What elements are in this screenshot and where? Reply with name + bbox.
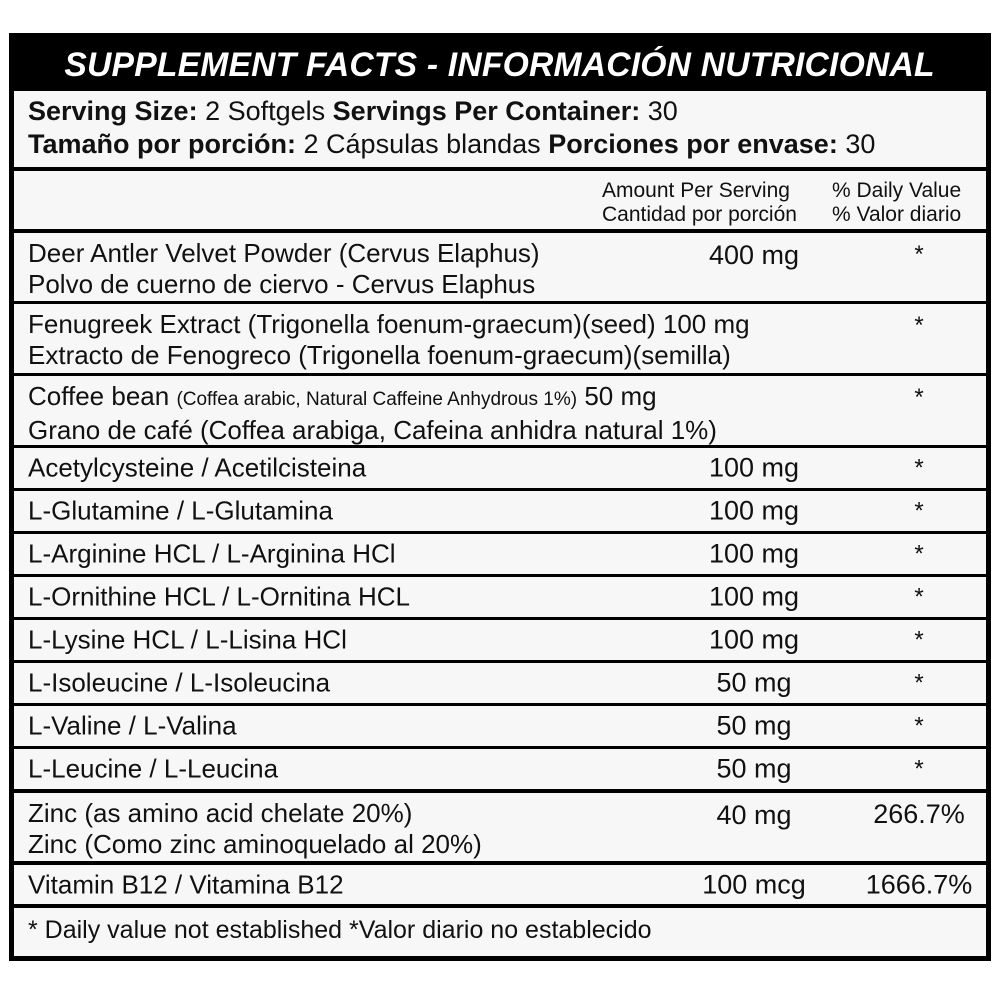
- servings-per-container-value-es: 30: [845, 129, 876, 159]
- daily-value-footnote: * Daily value not established *Valor dia…: [14, 904, 986, 952]
- table-row: L-Glutamine / L-Glutamina 100 mg *: [14, 488, 986, 531]
- ingredient-name-en-line: Fenugreek Extract (Trigonella foenum-gra…: [28, 309, 750, 340]
- serving-line-spanish: Tamaño por porción: 2 Cápsulas blandas P…: [28, 128, 986, 161]
- ingredient-daily-value: *: [914, 669, 924, 697]
- ingredient-name: L-Valine / L-Valina: [28, 710, 237, 741]
- servings-per-container-label-es: Porciones por envase:: [548, 129, 838, 159]
- ingredient-name: L-Isoleucine / L-Isoleucina: [28, 667, 331, 698]
- column-headers: Amount Per Serving Cantidad por porción …: [14, 167, 986, 229]
- ingredient-daily-value: *: [914, 241, 924, 268]
- table-row: L-Isoleucine / L-Isoleucina 50 mg *: [14, 660, 986, 703]
- ingredient-daily-value: 1666.7%: [865, 869, 973, 899]
- supplement-facts-panel: SUPPLEMENT FACTS - INFORMACIÓN NUTRICION…: [9, 33, 991, 961]
- ingredient-amount: 50 mg: [584, 381, 657, 411]
- ingredient-name: L-Arginine HCL / L-Arginina HCl: [28, 538, 396, 569]
- ingredient-daily-value: *: [914, 540, 924, 568]
- ingredient-name-en: Fenugreek Extract (Trigonella foenum-gra…: [28, 309, 656, 339]
- panel-title-bar: SUPPLEMENT FACTS - INFORMACIÓN NUTRICION…: [14, 38, 986, 91]
- ingredient-amount: 50 mg: [716, 753, 792, 784]
- ingredient-name: Zinc (as amino acid chelate 20%) Zinc (C…: [28, 798, 482, 860]
- serving-size-value-es: 2 Cápsulas blandas: [303, 129, 541, 159]
- ingredient-name-en-line: Coffee bean (Coffea arabic, Natural Caff…: [28, 381, 717, 415]
- table-row: Deer Antler Velvet Powder (Cervus Elaphu…: [14, 229, 986, 301]
- serving-size-value-en: 2 Softgels: [205, 96, 326, 126]
- daily-value-column-header-es: % Valor diario: [832, 203, 962, 226]
- ingredient-name-en: Coffee bean: [28, 381, 170, 411]
- ingredient-daily-value: *: [914, 454, 924, 482]
- ingredient-name: L-Leucine / L-Leucina: [28, 753, 279, 784]
- serving-size-label-en: Serving Size:: [28, 96, 198, 126]
- ingredient-amount: 400 mg: [708, 240, 800, 270]
- ingredient-name: L-Glutamine / L-Glutamina: [28, 495, 333, 526]
- ingredient-name: Coffee bean (Coffea arabic, Natural Caff…: [28, 381, 717, 446]
- serving-information: Serving Size: 2 Softgels Servings Per Co…: [14, 91, 986, 167]
- servings-per-container-label-en: Servings Per Container:: [332, 96, 641, 126]
- serving-line-english: Serving Size: 2 Softgels Servings Per Co…: [28, 95, 986, 128]
- ingredient-name-en-detail: (Coffea arabic, Natural Caffeine Anhydro…: [176, 389, 578, 410]
- ingredient-name-es: Polvo de cuerno de ciervo - Cervus Elaph…: [28, 269, 536, 299]
- daily-value-column-header: % Daily Value % Valor diario: [832, 179, 961, 227]
- ingredient-daily-value: *: [914, 583, 924, 611]
- ingredient-name: Fenugreek Extract (Trigonella foenum-gra…: [28, 309, 750, 371]
- page-title: SUPPLEMENT FACTS - INFORMACIÓN NUTRICION…: [64, 45, 936, 84]
- serving-size-label-es: Tamaño por porción:: [28, 129, 296, 159]
- ingredient-name-en: Zinc (as amino acid chelate 20%): [28, 798, 413, 828]
- ingredient-daily-value: *: [914, 384, 924, 411]
- table-row: Coffee bean (Coffea arabic, Natural Caff…: [14, 373, 986, 445]
- table-row: Fenugreek Extract (Trigonella foenum-gra…: [14, 301, 986, 373]
- ingredient-amount: 100 mg: [708, 452, 800, 483]
- table-row: L-Leucine / L-Leucina 50 mg *: [14, 746, 986, 789]
- ingredient-name-es: Extracto de Fenogreco (Trigonella foenum…: [28, 340, 731, 370]
- servings-per-container-value-en: 30: [647, 96, 678, 126]
- ingredient-name-en: Deer Antler Velvet Powder (Cervus Elaphu…: [28, 238, 540, 268]
- amount-column-header: Amount Per Serving Cantidad por porción: [602, 179, 797, 227]
- table-row: L-Arginine HCL / L-Arginina HCl 100 mg *: [14, 531, 986, 574]
- ingredient-name: L-Lysine HCL / L-Lisina HCl: [28, 624, 347, 655]
- table-row: L-Valine / L-Valina 50 mg *: [14, 703, 986, 746]
- ingredient-amount: 100 mg: [708, 495, 800, 526]
- table-row: L-Ornithine HCL / L-Ornitina HCL 100 mg …: [14, 574, 986, 617]
- amount-column-header-en: Amount Per Serving: [602, 179, 790, 202]
- daily-value-column-header-en: % Daily Value: [832, 179, 962, 202]
- ingredient-daily-value: *: [914, 497, 924, 525]
- ingredient-daily-value: *: [914, 626, 924, 654]
- ingredient-amount: 100 mg: [708, 624, 800, 655]
- ingredient-name: Vitamin B12 / Vitamina B12: [28, 869, 344, 899]
- ingredient-amount: 100 mg: [708, 538, 800, 569]
- ingredient-amount: 40 mg: [716, 800, 792, 830]
- ingredient-name: Deer Antler Velvet Powder (Cervus Elaphu…: [28, 238, 540, 300]
- ingredient-name: Acetylcysteine / Acetilcisteina: [28, 452, 367, 483]
- ingredient-name-es: Zinc (Como zinc aminoquelado al 20%): [28, 829, 482, 859]
- table-row: Acetylcysteine / Acetilcisteina 100 mg *: [14, 445, 986, 488]
- ingredient-amount: 100 mg: [708, 581, 800, 612]
- ingredient-daily-value: *: [914, 712, 924, 740]
- ingredient-amount: 50 mg: [716, 710, 792, 741]
- ingredient-name-es: Grano de café (Coffea arabiga, Cafeina a…: [28, 415, 717, 445]
- table-row: Zinc (as amino acid chelate 20%) Zinc (C…: [14, 789, 986, 861]
- ingredient-amount: 50 mg: [716, 667, 792, 698]
- table-row: Vitamin B12 / Vitamina B12 100 mcg 1666.…: [14, 861, 986, 904]
- ingredient-amount: 100 mcg: [702, 869, 806, 899]
- ingredient-daily-value: *: [914, 312, 924, 339]
- ingredient-daily-value: 266.7%: [873, 799, 965, 829]
- table-row: L-Lysine HCL / L-Lisina HCl 100 mg *: [14, 617, 986, 660]
- amount-column-header-es: Cantidad por porción: [602, 203, 797, 226]
- ingredient-daily-value: *: [914, 755, 924, 783]
- ingredient-name: L-Ornithine HCL / L-Ornitina HCL: [28, 581, 410, 612]
- ingredient-amount: 100 mg: [662, 309, 750, 339]
